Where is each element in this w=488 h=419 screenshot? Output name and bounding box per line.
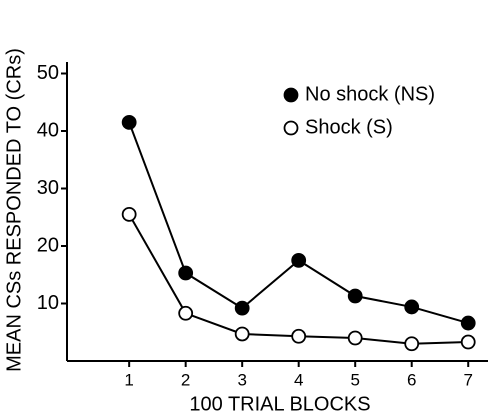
data-point [347, 288, 363, 304]
x-tick-label: 2 [181, 370, 190, 389]
x-axis-label: 100 TRIAL BLOCKS [189, 393, 370, 415]
x-tick-label: 1 [124, 370, 133, 389]
y-tick-label: 10 [37, 292, 59, 314]
data-point [121, 206, 137, 222]
data-point [178, 305, 194, 321]
x-tick-label: 7 [463, 370, 472, 389]
data-point [404, 299, 420, 315]
y-axis-label: MEAN CSs RESPONDED TO (CRs) [3, 48, 25, 372]
data-point [178, 265, 194, 281]
series-line [128, 122, 469, 325]
data-point [291, 328, 307, 344]
data-point [291, 252, 307, 268]
data-point [404, 336, 420, 352]
data-point [234, 300, 250, 316]
legend-label: Shock (S) [305, 116, 393, 138]
data-point [121, 114, 137, 130]
y-tick-label: 50 [37, 62, 59, 84]
data-point [460, 315, 476, 331]
x-tick-label: 6 [407, 370, 416, 389]
legend-marker [283, 87, 299, 103]
y-tick-label: 30 [37, 177, 59, 199]
x-tick-label: 4 [294, 370, 303, 389]
x-tick-label: 5 [350, 370, 359, 389]
data-point [460, 334, 476, 350]
y-tick-label: 40 [37, 119, 59, 141]
y-tick-label: 20 [37, 234, 59, 256]
data-point [234, 326, 250, 342]
legend-marker [283, 120, 299, 136]
x-tick-label: 3 [237, 370, 246, 389]
series-line [128, 213, 469, 345]
legend-label: No shock (NS) [305, 83, 435, 105]
data-point [347, 330, 363, 346]
